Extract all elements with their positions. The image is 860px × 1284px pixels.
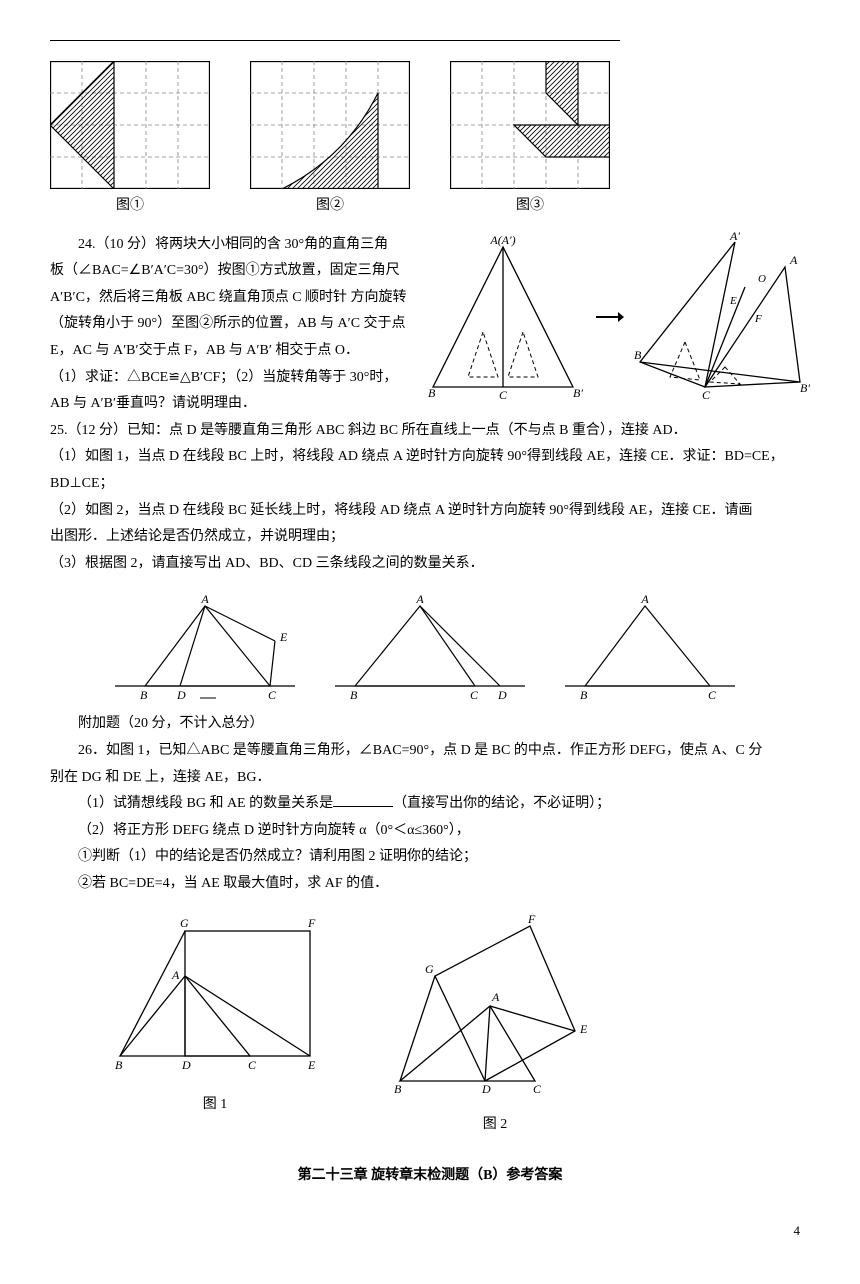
figure-2: 图② (250, 61, 410, 220)
label-Ap2: A′ (729, 232, 740, 243)
label-B2: B (634, 348, 642, 362)
label-E: E (729, 295, 737, 307)
q26-l2: 别在 DG 和 DE 上，连接 AE，BG． (50, 765, 810, 792)
lbl: A (200, 592, 209, 606)
arrow-icon (594, 307, 624, 327)
q24-line4: （旋转角小于 90°）至图②所示的位置，AB 与 A′C 交于点 (50, 311, 408, 338)
q26-l6: ②若 BC=DE=4，当 AE 取最大值时，求 AF 的值． (50, 871, 810, 898)
lbl: G (180, 916, 189, 930)
top-rule (50, 40, 620, 41)
label-B: B (428, 386, 436, 400)
q25-fig3: A B C (560, 591, 740, 701)
lbl: D (481, 1082, 491, 1096)
lbl: B (115, 1058, 123, 1072)
q26-l1: 26．如图 1，已知△ABC 是等腰直角三角形，∠BAC=90°，点 D 是 B… (50, 738, 810, 765)
q26-l4: （2）将正方形 DEFG 绕点 D 逆时针方向旋转 α（0°＜α≤360°）， (50, 818, 810, 845)
label-C2: C (702, 388, 711, 402)
q25-l6: （3）根据图 2，请直接写出 AD、BD、CD 三条线段之间的数量关系． (50, 551, 810, 578)
lbl: D (181, 1058, 191, 1072)
lbl: A (171, 968, 180, 982)
lbl: D (497, 688, 507, 701)
lbl: D (176, 688, 186, 701)
q26-l5: ①判断（1）中的结论是否仍然成立？请利用图 2 证明你的结论； (50, 844, 810, 871)
lbl: F (307, 916, 316, 930)
lbl: B (394, 1082, 402, 1096)
label-A2: A (789, 253, 798, 267)
figure-3: 图③ (450, 61, 610, 220)
q26-fig1: G F A B D C E (110, 911, 320, 1081)
q25-l2: （1）如图 1，当点 D 在线段 BC 上时，将线段 AD 绕点 A 逆时针方向… (50, 444, 810, 471)
q24-text: 24.（10 分）将两块大小相同的含 30°角的直角三角 板（∠BAC=∠B′A… (50, 232, 408, 418)
lbl: C (268, 688, 277, 701)
figure-3-label: 图③ (450, 193, 610, 220)
lbl: E (307, 1058, 316, 1072)
lbl: B (140, 688, 148, 701)
q24-fig-right: A′ A B C B′ E F O (630, 232, 810, 402)
lbl: B (350, 688, 358, 701)
q24-line5: E，AC 与 A′B′交于点 F，AB 与 A′B′ 相交于点 O． (50, 338, 408, 365)
q25-l1: 25.（12 分）已知：点 D 是等腰直角三角形 ABC 斜边 BC 所在直线上… (50, 418, 810, 445)
q26-fig2-label: 图 2 (380, 1112, 610, 1139)
lbl: A (415, 592, 424, 606)
q25-fig2: A B C D (330, 591, 530, 701)
lbl: A (640, 592, 649, 606)
q25-fig1: A E B D C (110, 591, 300, 701)
q26-figures: G F A B D C E 图 1 F G A E B D (110, 911, 810, 1138)
lbl: E (579, 1022, 588, 1036)
answers-title: 第二十三章 旋转章末检测题（B）参考答案 (50, 1163, 810, 1190)
lbl: G (425, 962, 434, 976)
figure-1: 图① (50, 61, 210, 220)
q23-figures-row: 图① 图② (50, 61, 810, 220)
q24-line1: 24.（10 分）将两块大小相同的含 30°角的直角三角 (50, 232, 408, 259)
lbl: F (527, 912, 536, 926)
figure-2-label: 图② (250, 193, 410, 220)
label-C: C (499, 388, 508, 402)
lbl: C (708, 688, 717, 701)
q24-line2: 板（∠BAC=∠B′A′C=30°）按图①方式放置，固定三角尺 (50, 258, 408, 285)
lbl: E (279, 630, 288, 644)
q26-fig1-label: 图 1 (110, 1092, 320, 1119)
lbl: B (580, 688, 588, 701)
label-Bp: B′ (573, 386, 583, 400)
q25-l3: BD⊥CE； (50, 471, 810, 498)
q26-l3a: （1）试猜想线段 BG 和 AE 的数量关系是 (78, 796, 333, 811)
q24-line3: A′B′C，然后将三角板 ABC 绕直角顶点 C 顺时针 方向旋转 (50, 285, 408, 312)
q25-figures: A E B D C A B C D A B C (110, 591, 810, 701)
label-A: A(A′) (489, 233, 515, 247)
q24-fig-left: A(A′) B C B′ (418, 232, 588, 402)
q26-fig1-col: G F A B D C E 图 1 (110, 911, 320, 1138)
q25-l4: （2）如图 2，当点 D 在线段 BC 延长线上时，将线段 AD 绕点 A 逆时… (50, 498, 810, 525)
lbl: C (248, 1058, 257, 1072)
q26-fig2-col: F G A E B D C 图 2 (380, 911, 610, 1138)
label-Bp2: B′ (800, 381, 810, 395)
q25-l5: 出图形．上述结论是否仍然成立，并说明理由； (50, 524, 810, 551)
label-O: O (758, 273, 766, 285)
blank-answer (333, 792, 393, 807)
q24-line7: AB 与 A′B′垂直吗？请说明理由． (50, 391, 408, 418)
q24-figures: A(A′) B C B′ A′ A B C B (418, 232, 810, 402)
lbl: C (470, 688, 479, 701)
q24-line6: （1）求证：△BCE≌△B′CF；（2）当旋转角等于 30°时， (50, 365, 408, 392)
lbl: C (533, 1082, 542, 1096)
q24-block: 24.（10 分）将两块大小相同的含 30°角的直角三角 板（∠BAC=∠B′A… (50, 232, 810, 418)
extra-title: 附加题（20 分，不计入总分） (50, 711, 810, 738)
q26-l3: （1）试猜想线段 BG 和 AE 的数量关系是 （直接写出你的结论，不必证明）； (50, 791, 810, 818)
figure-1-label: 图① (50, 193, 210, 220)
lbl: A (491, 990, 500, 1004)
q26-l3b: （直接写出你的结论，不必证明）； (393, 796, 610, 811)
label-F: F (754, 313, 762, 325)
page-number: 4 (50, 1219, 810, 1244)
q26-fig2: F G A E B D C (380, 911, 610, 1101)
